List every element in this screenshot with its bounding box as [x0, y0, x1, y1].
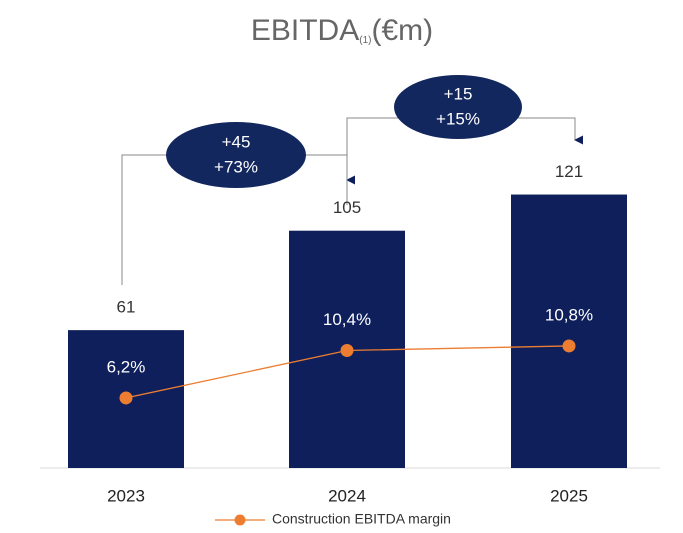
data-label: 121 [555, 162, 583, 181]
point [562, 339, 576, 353]
chart-title: EBITDA(1)(€m) [251, 14, 433, 47]
legend-label: Construction EBITDA margin [272, 511, 451, 527]
annotation-text: +15 [444, 84, 473, 103]
point [119, 391, 133, 405]
title-unit: (€m) [371, 14, 433, 47]
data-label: 61 [117, 298, 136, 317]
bar [511, 194, 627, 469]
annotation-bubble [394, 75, 522, 139]
legend-marker [234, 514, 246, 526]
x-tick-label: 2023 [107, 486, 145, 505]
data-label: 105 [333, 198, 361, 217]
data-label: 10,8% [545, 305, 593, 324]
x-tick-label: 2024 [328, 486, 366, 505]
annotation-text: +15% [436, 109, 480, 128]
title-main: EBITDA [251, 14, 359, 47]
point [340, 343, 354, 357]
annotation-text: +73% [214, 157, 258, 176]
data-label: 10,4% [323, 310, 371, 329]
x-tick-label: 2025 [550, 486, 588, 505]
annotation-bubble [166, 122, 306, 188]
annotation-text: +45 [222, 132, 251, 151]
title-footnote: (1) [359, 35, 371, 46]
data-label: 6,2% [107, 357, 146, 376]
